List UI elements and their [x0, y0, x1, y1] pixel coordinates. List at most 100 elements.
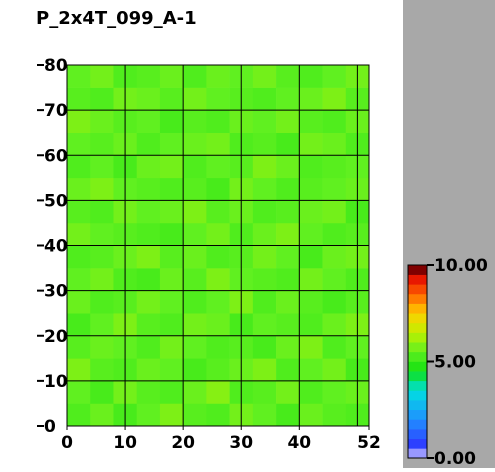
y-tick-label: 50	[44, 191, 68, 211]
heat-cell	[183, 380, 207, 404]
y-tick-label: 30	[44, 282, 68, 302]
heat-cell	[159, 132, 184, 156]
heat-cell	[183, 222, 207, 246]
heat-cell	[252, 268, 277, 291]
heat-cell	[322, 65, 347, 88]
heat-cell	[90, 245, 114, 269]
heat-cell	[299, 155, 323, 179]
heat-cell	[252, 65, 277, 88]
heat-cell	[136, 268, 161, 291]
x-tick-label: 20	[171, 433, 195, 453]
heat-cell	[67, 110, 91, 133]
heat-cell	[136, 177, 161, 201]
heat-cell	[299, 132, 323, 156]
x-tick-label: 40	[287, 433, 311, 453]
y-tick-label: 80	[44, 56, 68, 76]
heat-cell	[183, 110, 207, 133]
heat-cell	[322, 290, 347, 314]
heat-cell	[136, 335, 161, 359]
heat-cell	[299, 380, 323, 404]
heat-cell	[183, 335, 207, 359]
heat-cell	[299, 268, 323, 291]
heat-cell	[67, 290, 91, 314]
heat-cell	[299, 290, 323, 314]
heat-cell	[206, 335, 230, 359]
heat-cell	[67, 335, 91, 359]
heat-cell	[276, 110, 300, 133]
colorbar-step	[408, 400, 427, 411]
heat-cell	[276, 358, 300, 382]
heat-cell	[67, 155, 91, 179]
heat-cell	[159, 200, 184, 224]
colorbar-step	[408, 303, 427, 314]
heat-cell	[276, 245, 300, 269]
heat-cell	[322, 200, 347, 224]
heat-cell	[252, 222, 277, 246]
chart-title: P_2x4T_099_A-1	[36, 8, 197, 29]
heat-cell	[276, 222, 300, 246]
heat-cell	[206, 87, 230, 111]
heat-cell	[136, 110, 161, 133]
heat-cell	[90, 335, 114, 359]
heat-cell	[206, 132, 230, 156]
heat-cell	[206, 313, 230, 337]
heat-cell	[90, 200, 114, 224]
colorbar-tick-label: 0.00	[434, 449, 476, 468]
heat-cell	[276, 380, 300, 404]
heat-cell	[67, 380, 91, 404]
x-tick-label: 52	[357, 433, 381, 453]
heat-cell	[322, 268, 347, 291]
heat-cell	[252, 358, 277, 382]
heat-cell	[67, 87, 91, 111]
heat-cell	[206, 110, 230, 133]
heat-cell	[322, 132, 347, 156]
heat-cell	[159, 403, 184, 427]
heat-cell	[159, 65, 184, 88]
x-tick-label: 0	[61, 433, 73, 453]
heat-cell	[299, 358, 323, 382]
heat-cell	[206, 358, 230, 382]
heat-cell	[206, 290, 230, 314]
heat-cell	[322, 335, 347, 359]
heat-cell	[206, 380, 230, 404]
heat-cell	[276, 155, 300, 179]
heat-cell	[276, 313, 300, 337]
heat-cell	[159, 335, 184, 359]
heat-cell	[252, 155, 277, 179]
heat-cell	[252, 110, 277, 133]
heat-cell	[183, 155, 207, 179]
heat-cell	[299, 403, 323, 427]
heat-cell	[322, 110, 347, 133]
heat-cell	[67, 358, 91, 382]
heat-cell	[136, 155, 161, 179]
heat-cell	[136, 290, 161, 314]
heat-cell	[67, 313, 91, 337]
heat-cell	[183, 403, 207, 427]
heat-cell	[159, 268, 184, 291]
heat-cell	[322, 313, 347, 337]
heat-cell	[299, 200, 323, 224]
heat-cell	[183, 177, 207, 201]
heat-cell	[206, 177, 230, 201]
heat-cell	[252, 87, 277, 111]
colorbar-step	[408, 409, 427, 420]
colorbar-step	[408, 284, 427, 295]
heat-cell	[322, 87, 347, 111]
heat-cell	[136, 245, 161, 269]
colorbar-step	[408, 293, 427, 304]
heat-cell	[183, 313, 207, 337]
heat-cell	[90, 110, 114, 133]
heat-cell	[90, 177, 114, 201]
colorbar-step	[408, 380, 427, 391]
heat-cell	[90, 313, 114, 337]
heat-cell	[183, 245, 207, 269]
heat-cell	[159, 177, 184, 201]
colorbar-step	[408, 313, 427, 324]
heat-cell	[322, 358, 347, 382]
colorbar-step	[408, 332, 427, 343]
heat-cell	[136, 222, 161, 246]
heat-cell	[299, 335, 323, 359]
heat-cell	[67, 200, 91, 224]
heat-cell	[252, 313, 277, 337]
